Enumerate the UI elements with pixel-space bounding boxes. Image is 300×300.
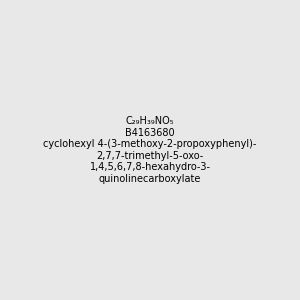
Text: C₂₉H₃₉NO₅
B4163680
cyclohexyl 4-(3-methoxy-2-propoxyphenyl)-
2,7,7-trimethyl-5-o: C₂₉H₃₉NO₅ B4163680 cyclohexyl 4-(3-metho… [43, 116, 257, 184]
